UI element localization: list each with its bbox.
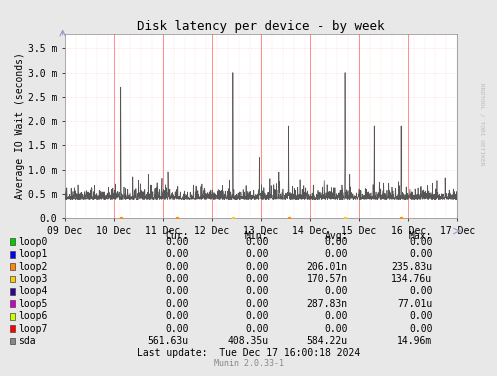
Text: 0.00: 0.00	[245, 324, 268, 334]
Text: 0.00: 0.00	[166, 287, 189, 296]
Text: 0.00: 0.00	[325, 249, 348, 259]
Text: 0.00: 0.00	[409, 287, 432, 296]
Text: loop1: loop1	[18, 249, 47, 259]
Text: 0.00: 0.00	[325, 237, 348, 247]
Text: RRDTOOL / TOBI OETIKER: RRDTOOL / TOBI OETIKER	[480, 83, 485, 165]
Text: 0.00: 0.00	[245, 249, 268, 259]
Text: loop2: loop2	[18, 262, 47, 271]
Text: Avg:: Avg:	[325, 231, 348, 241]
Text: 0.00: 0.00	[325, 324, 348, 334]
Text: loop5: loop5	[18, 299, 47, 309]
Text: Munin 2.0.33-1: Munin 2.0.33-1	[214, 359, 283, 368]
Text: Last update:  Tue Dec 17 16:00:18 2024: Last update: Tue Dec 17 16:00:18 2024	[137, 349, 360, 358]
Text: Max:: Max:	[409, 231, 432, 241]
Text: 0.00: 0.00	[166, 249, 189, 259]
Text: loop4: loop4	[18, 287, 47, 296]
Title: Disk latency per device - by week: Disk latency per device - by week	[137, 20, 385, 33]
Text: 77.01u: 77.01u	[397, 299, 432, 309]
Text: Min:: Min:	[245, 231, 268, 241]
Text: 0.00: 0.00	[166, 311, 189, 321]
Text: 0.00: 0.00	[409, 249, 432, 259]
Text: 0.00: 0.00	[325, 311, 348, 321]
Text: sda: sda	[18, 336, 35, 346]
Text: 170.57n: 170.57n	[307, 274, 348, 284]
Text: loop0: loop0	[18, 237, 47, 247]
Text: 0.00: 0.00	[166, 299, 189, 309]
Text: 0.00: 0.00	[245, 262, 268, 271]
Text: 206.01n: 206.01n	[307, 262, 348, 271]
Text: 0.00: 0.00	[245, 237, 268, 247]
Text: 0.00: 0.00	[166, 324, 189, 334]
Text: 287.83n: 287.83n	[307, 299, 348, 309]
Text: 0.00: 0.00	[245, 287, 268, 296]
Text: 0.00: 0.00	[166, 274, 189, 284]
Text: 134.76u: 134.76u	[391, 274, 432, 284]
Text: 14.96m: 14.96m	[397, 336, 432, 346]
Text: 0.00: 0.00	[245, 274, 268, 284]
Text: loop7: loop7	[18, 324, 47, 334]
Text: 0.00: 0.00	[409, 324, 432, 334]
Text: 0.00: 0.00	[166, 262, 189, 271]
Text: 0.00: 0.00	[409, 311, 432, 321]
Text: 561.63u: 561.63u	[148, 336, 189, 346]
Text: 584.22u: 584.22u	[307, 336, 348, 346]
Text: 0.00: 0.00	[245, 299, 268, 309]
Text: Cur:: Cur:	[166, 231, 189, 241]
Text: loop3: loop3	[18, 274, 47, 284]
Text: loop6: loop6	[18, 311, 47, 321]
Text: 235.83u: 235.83u	[391, 262, 432, 271]
Text: 408.35u: 408.35u	[227, 336, 268, 346]
Y-axis label: Average IO Wait (seconds): Average IO Wait (seconds)	[15, 53, 25, 199]
Text: 0.00: 0.00	[166, 237, 189, 247]
Text: 0.00: 0.00	[325, 287, 348, 296]
Text: 0.00: 0.00	[409, 237, 432, 247]
Text: 0.00: 0.00	[245, 311, 268, 321]
